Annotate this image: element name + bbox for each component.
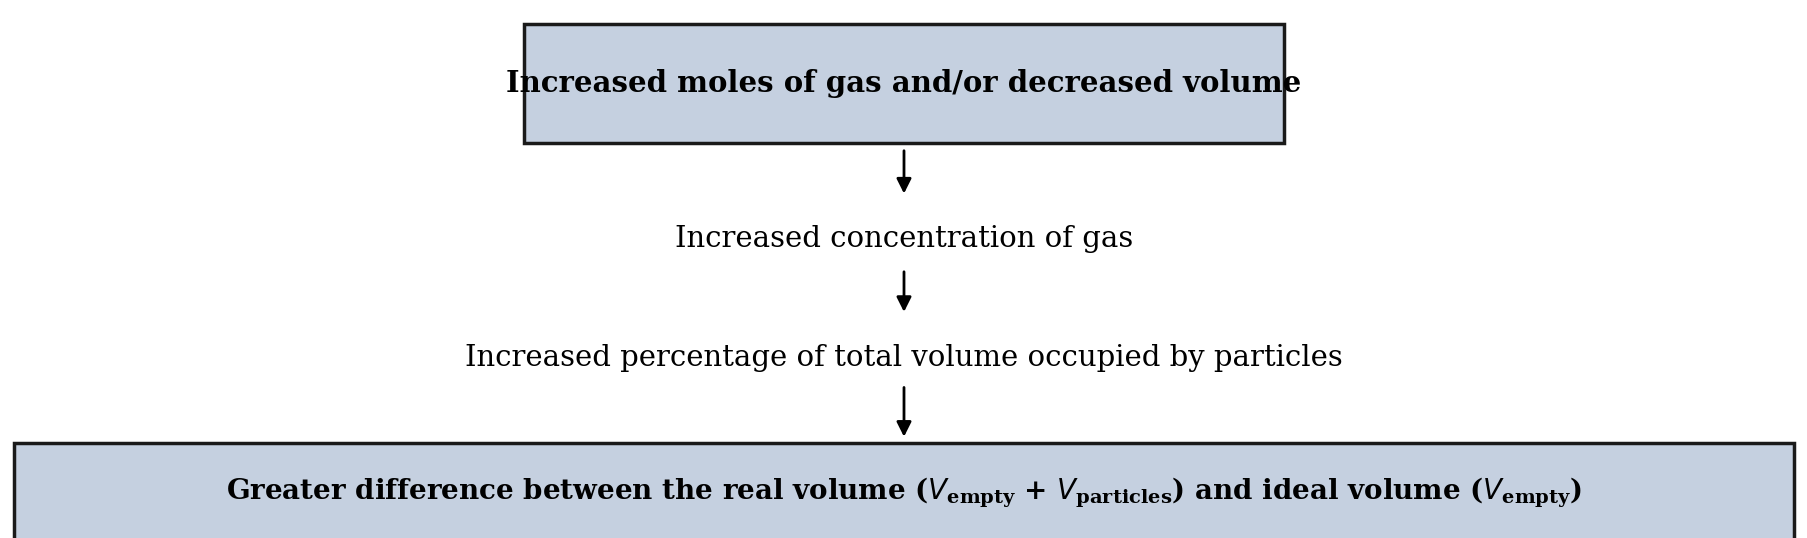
Bar	[14, 442, 1793, 538]
Text: Increased concentration of gas: Increased concentration of gas	[674, 225, 1133, 253]
Text: Increased percentage of total volume occupied by particles: Increased percentage of total volume occ…	[464, 344, 1343, 372]
Text: Increased moles of gas and/or decreased volume: Increased moles of gas and/or decreased …	[506, 69, 1301, 98]
Bar	[524, 24, 1283, 143]
Text: Greater difference between the real volume ($V_{\mathregular{empty}}$ + $V_{\mat: Greater difference between the real volu…	[226, 475, 1581, 509]
